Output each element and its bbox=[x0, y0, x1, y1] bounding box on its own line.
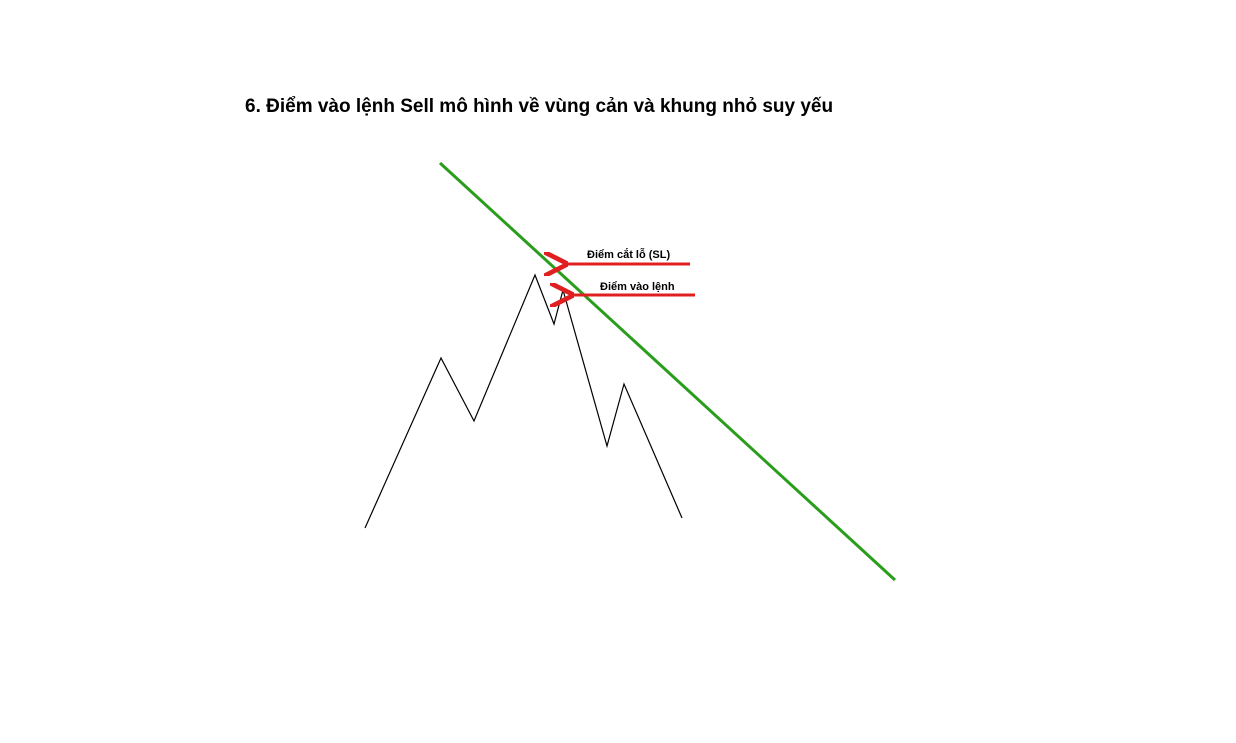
entry-label: Điểm vào lệnh bbox=[600, 281, 675, 293]
resistance-trendline bbox=[438, 161, 897, 582]
page-title: 6. Điểm vào lệnh Sell mô hình về vùng cả… bbox=[245, 96, 834, 117]
stop-loss-label: Điểm cắt lỗ (SL) bbox=[587, 248, 670, 261]
price-path bbox=[364, 273, 683, 529]
